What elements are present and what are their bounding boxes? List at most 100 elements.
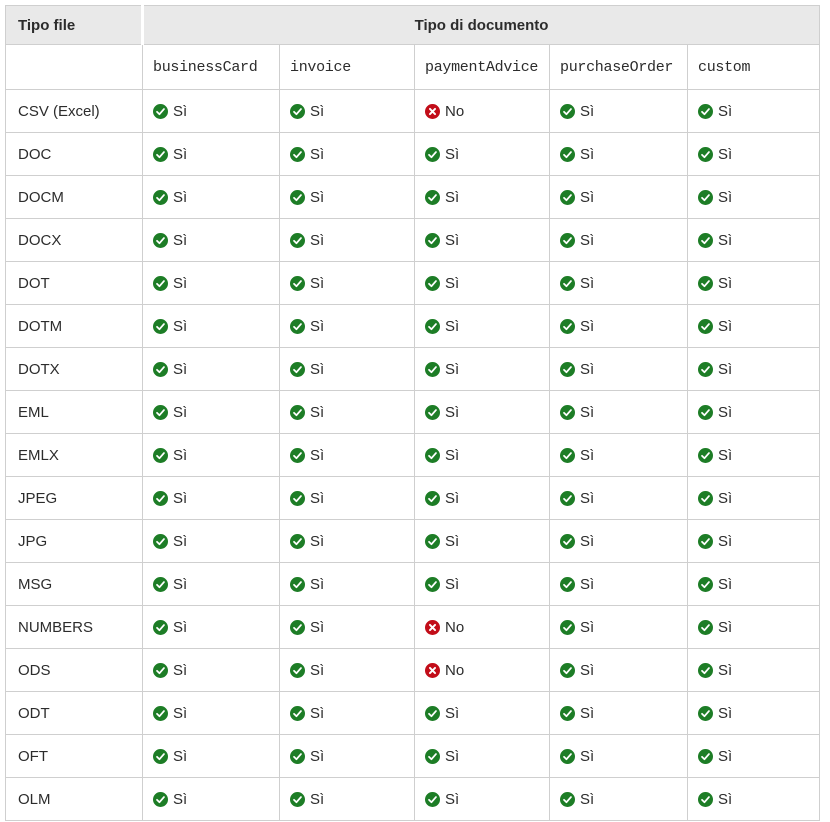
support-value: Sì xyxy=(698,103,809,120)
table-row: DOCX Sì Sì Sì Sì Sì xyxy=(5,218,821,262)
support-text: Sì xyxy=(718,575,733,593)
check-icon xyxy=(153,748,168,764)
support-text: Sì xyxy=(310,532,325,550)
check-icon xyxy=(698,533,713,549)
support-value: Sì xyxy=(560,447,677,464)
support-text: Sì xyxy=(173,661,188,679)
file-type-label: MSG xyxy=(5,562,143,606)
support-cell: Sì xyxy=(549,347,688,391)
check-icon xyxy=(290,576,305,592)
support-cell: Sì xyxy=(142,218,280,262)
check-icon xyxy=(560,232,575,248)
support-text: Sì xyxy=(310,446,325,464)
support-cell: No xyxy=(414,605,550,649)
file-type-label: ODS xyxy=(5,648,143,692)
support-value: Sì xyxy=(698,533,809,550)
support-text: Sì xyxy=(580,790,595,808)
file-type-label: JPEG xyxy=(5,476,143,520)
support-cell: Sì xyxy=(549,777,688,821)
support-value: Sì xyxy=(560,189,677,206)
check-icon xyxy=(290,533,305,549)
support-text: Sì xyxy=(445,403,460,421)
support-cell: Sì xyxy=(686,433,821,477)
header-tipo-di-documento: Tipo di documento xyxy=(140,5,821,45)
support-cell: Sì xyxy=(142,132,280,176)
support-text: Sì xyxy=(173,790,188,808)
support-value: Sì xyxy=(290,232,404,249)
support-value: Sì xyxy=(560,490,677,507)
support-text: No xyxy=(445,661,465,679)
support-cell: Sì xyxy=(279,648,415,692)
support-cell: Sì xyxy=(549,519,688,563)
support-cell: Sì xyxy=(279,433,415,477)
table-row: JPEG Sì Sì Sì Sì Sì xyxy=(5,476,821,520)
support-text: Sì xyxy=(580,661,595,679)
table-row: JPG Sì Sì Sì Sì Sì xyxy=(5,519,821,563)
support-cell: Sì xyxy=(279,777,415,821)
support-cell: Sì xyxy=(279,218,415,262)
support-value: Sì xyxy=(698,662,809,679)
support-cell: Sì xyxy=(686,777,821,821)
support-cell: Sì xyxy=(279,562,415,606)
check-icon xyxy=(698,576,713,592)
check-icon xyxy=(290,447,305,463)
check-icon xyxy=(425,146,440,162)
support-text: Sì xyxy=(310,145,325,163)
support-text: Sì xyxy=(445,274,460,292)
support-text: Sì xyxy=(173,274,188,292)
support-cell: Sì xyxy=(142,89,280,133)
support-text: Sì xyxy=(310,704,325,722)
check-icon xyxy=(425,748,440,764)
check-icon xyxy=(425,791,440,807)
support-value: Sì xyxy=(698,748,809,765)
check-icon xyxy=(698,791,713,807)
support-cell: Sì xyxy=(414,519,550,563)
support-cell: Sì xyxy=(686,261,821,305)
support-value: Sì xyxy=(153,189,269,206)
file-type-label: OLM xyxy=(5,777,143,821)
file-type-label: EML xyxy=(5,390,143,434)
check-icon xyxy=(698,103,713,119)
support-value: Sì xyxy=(153,748,269,765)
check-icon xyxy=(290,275,305,291)
support-value: Sì xyxy=(290,533,404,550)
check-icon xyxy=(290,361,305,377)
support-text: Sì xyxy=(718,532,733,550)
table-row: DOC Sì Sì Sì Sì Sì xyxy=(5,132,821,176)
support-cell: Sì xyxy=(414,304,550,348)
check-icon xyxy=(698,705,713,721)
support-cell: Sì xyxy=(279,390,415,434)
support-cell: Sì xyxy=(686,390,821,434)
check-icon xyxy=(153,318,168,334)
support-text: Sì xyxy=(310,274,325,292)
support-cell: Sì xyxy=(549,433,688,477)
support-text: Sì xyxy=(580,274,595,292)
support-cell: Sì xyxy=(686,218,821,262)
check-icon xyxy=(560,318,575,334)
support-text: Sì xyxy=(310,188,325,206)
support-value: Sì xyxy=(290,103,404,120)
support-text: Sì xyxy=(580,489,595,507)
check-icon xyxy=(560,189,575,205)
table-row: OLM Sì Sì Sì Sì Sì xyxy=(5,777,821,821)
support-cell: Sì xyxy=(142,648,280,692)
check-icon xyxy=(560,103,575,119)
check-icon xyxy=(698,447,713,463)
support-cell: Sì xyxy=(142,347,280,391)
column-header-businessCard: businessCard xyxy=(142,44,280,90)
file-type-label: NUMBERS xyxy=(5,605,143,649)
support-text: Sì xyxy=(173,317,188,335)
support-value: Sì xyxy=(560,361,677,378)
check-icon xyxy=(153,232,168,248)
check-icon xyxy=(153,490,168,506)
support-cell: Sì xyxy=(279,261,415,305)
support-text: Sì xyxy=(718,704,733,722)
support-text: Sì xyxy=(173,188,188,206)
support-cell: Sì xyxy=(279,89,415,133)
support-value: Sì xyxy=(698,576,809,593)
support-text: Sì xyxy=(580,618,595,636)
support-value: Sì xyxy=(153,533,269,550)
check-icon xyxy=(153,275,168,291)
support-value: Sì xyxy=(560,533,677,550)
support-text: Sì xyxy=(718,489,733,507)
